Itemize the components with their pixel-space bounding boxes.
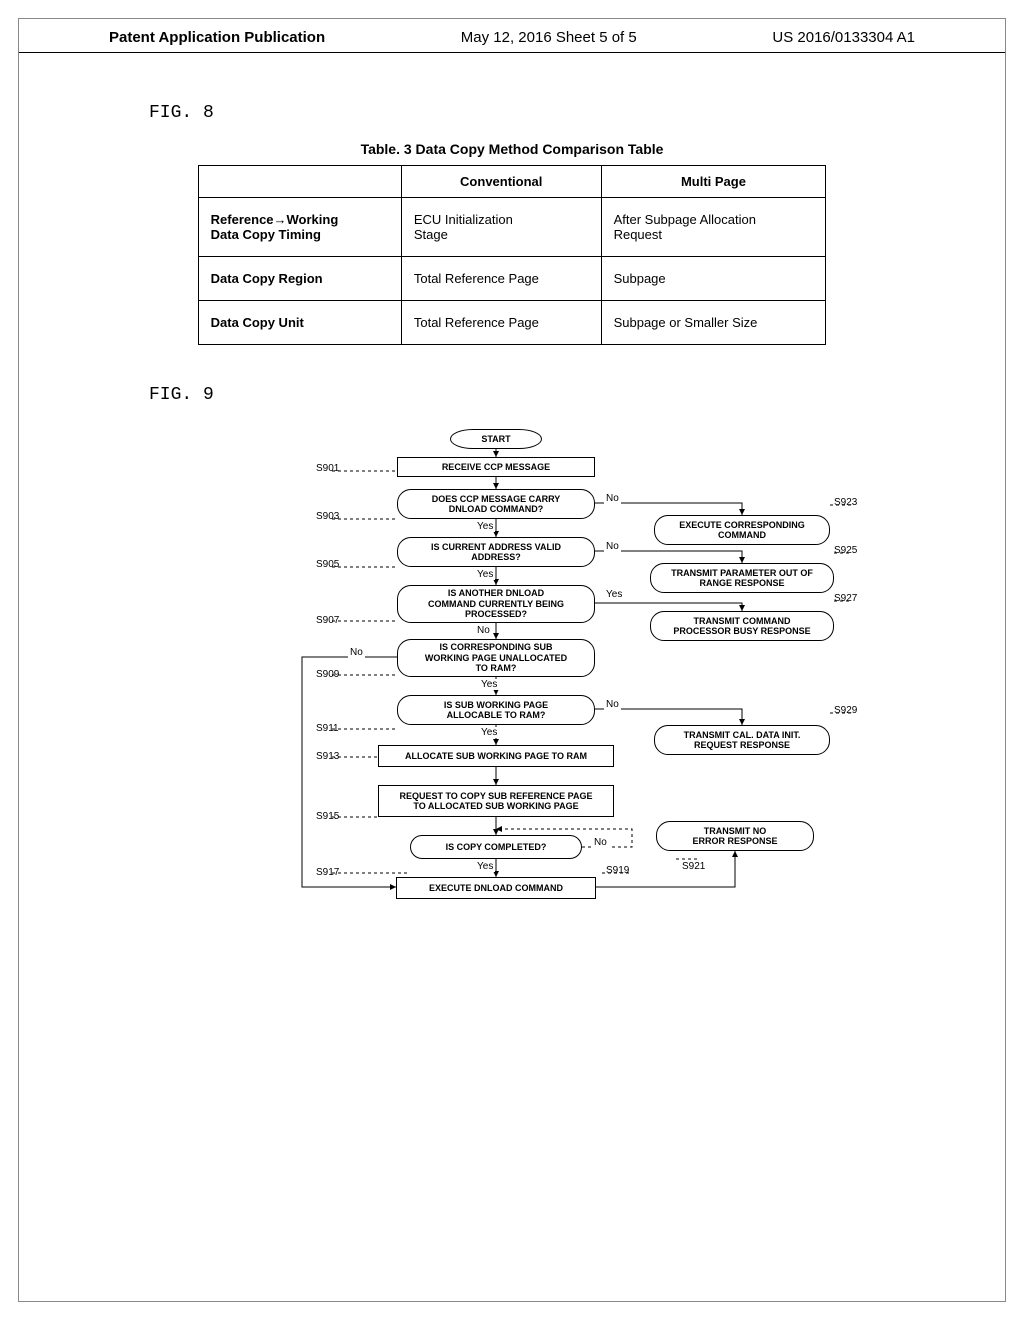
step-label-s921: S921	[682, 861, 705, 872]
fc-node-s923: EXECUTE CORRESPONDING COMMAND	[654, 515, 830, 545]
table-cell: After Subpage Allocation Request	[601, 198, 826, 257]
table-cell: ECU Initialization Stage	[401, 198, 601, 257]
step-label-s927: S927	[834, 593, 857, 604]
table-cell: Subpage or Smaller Size	[601, 301, 826, 345]
fc-node-s901: RECEIVE CCP MESSAGE	[397, 457, 595, 477]
table-cell: Total Reference Page	[401, 257, 601, 301]
fc-node-s915: REQUEST TO COPY SUB REFERENCE PAGE TO AL…	[378, 785, 614, 817]
fc-node-s905: IS CURRENT ADDRESS VALID ADDRESS?	[397, 537, 595, 567]
step-label-s903: S903	[316, 511, 339, 522]
edge-label: No	[604, 699, 621, 710]
fc-node-s921: TRANSMIT NO ERROR RESPONSE	[656, 821, 814, 851]
header-left: Patent Application Publication	[109, 29, 325, 46]
edge-label: Yes	[479, 727, 499, 738]
fig8-label: FIG. 8	[109, 63, 915, 135]
col-0	[198, 166, 401, 198]
table-cell: Data Copy Unit	[198, 301, 401, 345]
table-cell: Reference→Working Data Copy Timing	[198, 198, 401, 257]
fig9-label: FIG. 9	[109, 345, 915, 417]
edge-label: No	[592, 837, 609, 848]
fc-node-s907: IS ANOTHER DNLOAD COMMAND CURRENTLY BEIN…	[397, 585, 595, 623]
step-label-s907: S907	[316, 615, 339, 626]
edge-label: No	[475, 625, 492, 636]
edge-label: Yes	[604, 589, 624, 600]
edge-label: Yes	[475, 861, 495, 872]
flowchart: START RECEIVE CCP MESSAGE S901 DOES CCP MES…	[152, 429, 872, 1049]
fc-node-s911: IS SUB WORKING PAGE ALLOCABLE TO RAM?	[397, 695, 595, 725]
col-2: Multi Page	[601, 166, 826, 198]
fc-node-s919: EXECUTE DNLOAD COMMAND	[396, 877, 596, 899]
step-label-s901: S901	[316, 463, 339, 474]
fc-node-s909: IS CORRESPONDING SUB WORKING PAGE UNALLO…	[397, 639, 595, 677]
table-row: Reference→Working Data Copy TimingECU In…	[198, 198, 826, 257]
step-label-s915: S915	[316, 811, 339, 822]
edge-label: No	[348, 647, 365, 658]
edge-label: Yes	[475, 569, 495, 580]
comparison-table: Conventional Multi Page Reference→Workin…	[198, 165, 827, 345]
edge-label: No	[604, 493, 621, 504]
table-cell: Subpage	[601, 257, 826, 301]
edge-label: Yes	[475, 521, 495, 532]
step-label-s905: S905	[316, 559, 339, 570]
fc-node-s913: ALLOCATE SUB WORKING PAGE TO RAM	[378, 745, 614, 767]
col-1: Conventional	[401, 166, 601, 198]
step-label-s929: S929	[834, 705, 857, 716]
header-right: US 2016/0133304 A1	[772, 29, 915, 46]
step-label-s919: S919	[606, 865, 629, 876]
step-label-s925: S925	[834, 545, 857, 556]
table-row: Data Copy RegionTotal Reference PageSubp…	[198, 257, 826, 301]
page-header: Patent Application Publication May 12, 2…	[19, 19, 1005, 53]
step-label-s913: S913	[316, 751, 339, 762]
fc-node-s903: DOES CCP MESSAGE CARRY DNLOAD COMMAND?	[397, 489, 595, 519]
step-label-s911: S911	[316, 723, 339, 734]
table-cell: Total Reference Page	[401, 301, 601, 345]
table-cell: Data Copy Region	[198, 257, 401, 301]
header-middle: May 12, 2016 Sheet 5 of 5	[461, 29, 637, 46]
fc-node-s917: IS COPY COMPLETED?	[410, 835, 582, 859]
fc-node-s929: TRANSMIT CAL. DATA INIT. REQUEST RESPONS…	[654, 725, 830, 755]
fc-node-s925: TRANSMIT PARAMETER OUT OF RANGE RESPONSE	[650, 563, 834, 593]
table-row: Data Copy UnitTotal Reference PageSubpag…	[198, 301, 826, 345]
step-label-s923: S923	[834, 497, 857, 508]
step-label-s909: S909	[316, 669, 339, 680]
edge-label: No	[604, 541, 621, 552]
fc-node-s927: TRANSMIT COMMAND PROCESSOR BUSY RESPONSE	[650, 611, 834, 641]
edge-label: Yes	[479, 679, 499, 690]
fc-node-start: START	[450, 429, 542, 449]
step-label-s917: S917	[316, 867, 339, 878]
fig8-caption: Table. 3 Data Copy Method Comparison Tab…	[109, 135, 915, 165]
